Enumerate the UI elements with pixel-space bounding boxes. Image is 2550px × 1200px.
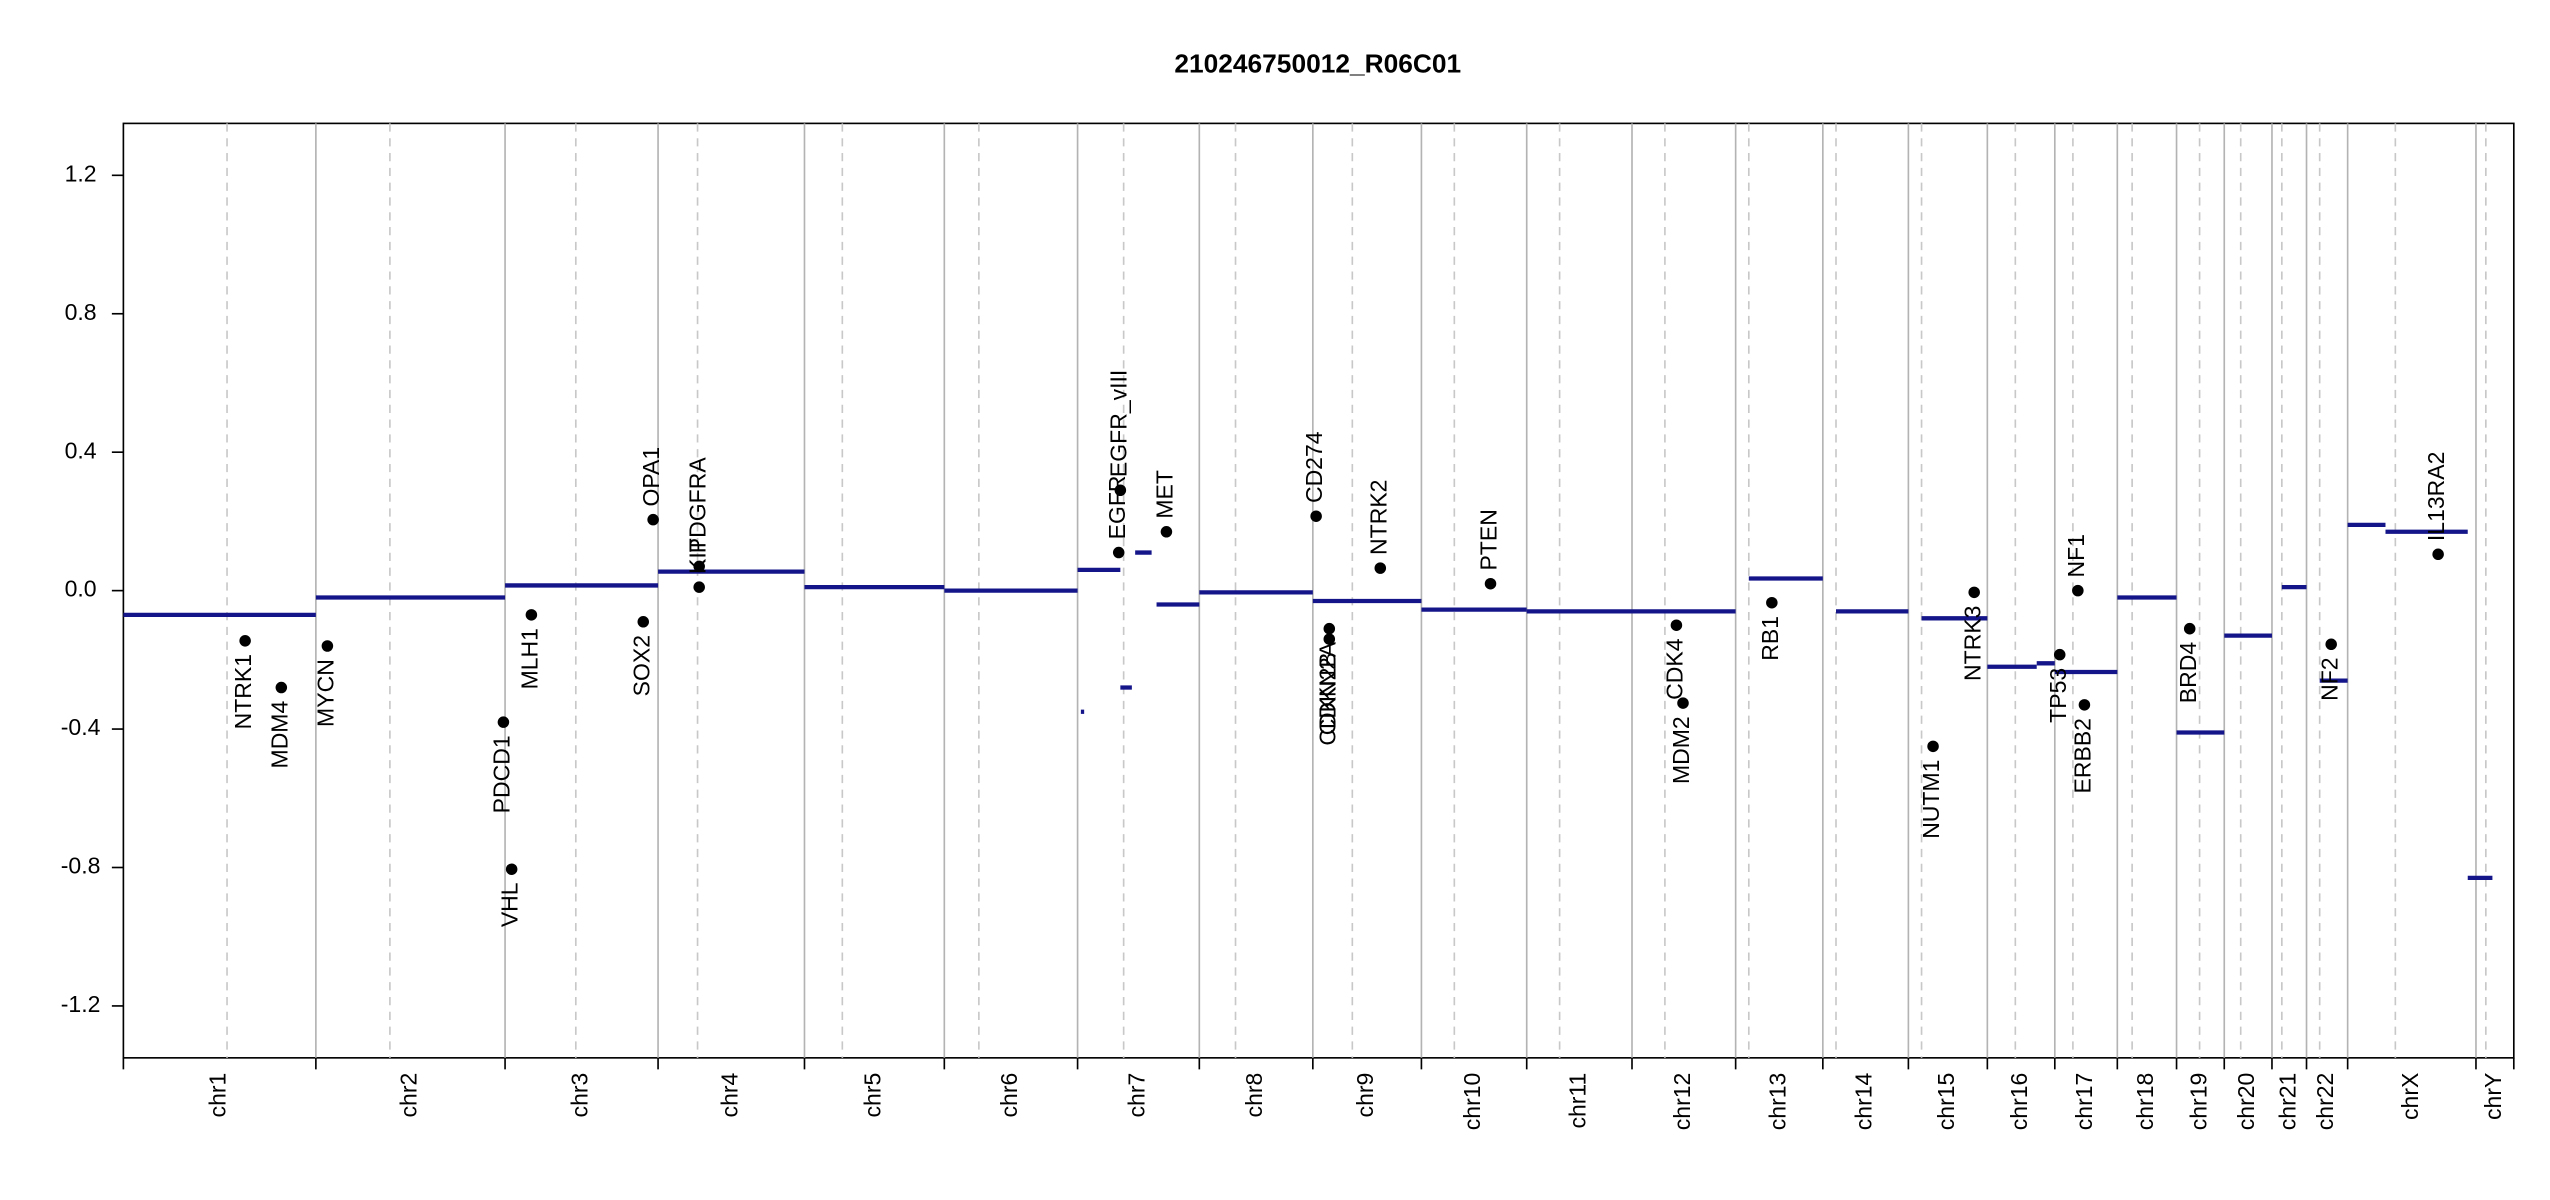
gene-point xyxy=(1323,633,1336,645)
x-tick-label: chr3 xyxy=(567,1073,593,1118)
x-tick-label: chr18 xyxy=(2132,1073,2158,1131)
gene-label: PDCD1 xyxy=(488,735,514,813)
gene-point xyxy=(1374,562,1387,574)
gene-label: KIT xyxy=(684,538,710,574)
gene-label: RB1 xyxy=(1757,616,1783,661)
gene-point xyxy=(1310,510,1322,522)
x-tick-label: chr17 xyxy=(2071,1073,2097,1131)
gene-point xyxy=(2053,648,2066,661)
gene-label: ERBB2 xyxy=(2069,718,2095,793)
gene-point xyxy=(275,681,288,694)
x-tick-label: chr10 xyxy=(1459,1073,1485,1131)
x-tick-label: chr9 xyxy=(1352,1073,1378,1118)
gene-point xyxy=(1677,697,1689,709)
gene-point xyxy=(497,716,510,728)
gene-label: CDK4 xyxy=(1661,638,1687,700)
gene-point xyxy=(525,609,538,621)
gene-label: CDKN2A xyxy=(1314,641,1340,735)
gene-point xyxy=(1484,577,1497,590)
gene-label: MLH1 xyxy=(516,628,542,689)
gene-point xyxy=(2325,638,2337,651)
gene-point xyxy=(647,513,659,526)
x-tick-label: chr20 xyxy=(2233,1073,2259,1131)
gene-point xyxy=(1160,526,1173,538)
gene-label: NUTM1 xyxy=(1918,760,1944,839)
x-tick-label: chr16 xyxy=(2006,1073,2032,1131)
x-tick-label: chrX xyxy=(2397,1073,2423,1120)
y-tick-label: 0.0 xyxy=(65,576,97,602)
gene-point xyxy=(1968,586,1980,599)
y-tick-label: -0.4 xyxy=(61,714,101,740)
gene-point xyxy=(1112,546,1125,559)
gene-point xyxy=(1766,596,1778,609)
gene-label: EGFR xyxy=(1104,475,1130,539)
gene-point xyxy=(2432,548,2444,561)
x-tick-label: chrY xyxy=(2480,1073,2506,1120)
gene-point xyxy=(2072,584,2084,597)
gene-point xyxy=(693,560,705,573)
y-tick-label: -1.2 xyxy=(61,991,101,1017)
gene-label: BRD4 xyxy=(2175,642,2201,704)
gene-label: CD274 xyxy=(1301,431,1327,503)
gene-point xyxy=(693,581,705,593)
chart-title: 210246750012_R06C01 xyxy=(1174,48,1461,78)
gene-label: NTRK1 xyxy=(230,654,256,729)
gene-point xyxy=(505,863,518,875)
x-tick-label: chr8 xyxy=(1241,1073,1267,1118)
gene-label: TP53 xyxy=(2045,668,2071,723)
gene-label: NTRK2 xyxy=(1365,480,1391,555)
x-tick-label: chr2 xyxy=(396,1073,422,1118)
x-tick-label: chr19 xyxy=(2185,1073,2211,1131)
x-tick-label: chr1 xyxy=(205,1073,231,1118)
gene-label: MET xyxy=(1151,470,1177,519)
gene-label: PDGFRA xyxy=(684,457,710,554)
gene-label: NF1 xyxy=(2063,534,2089,577)
gene-label: OPA1 xyxy=(638,447,664,507)
gene-label: NTRK3 xyxy=(1959,606,1985,681)
gene-label: PTEN xyxy=(1476,509,1502,570)
y-tick-label: 0.8 xyxy=(65,299,97,325)
gene-label: SOX2 xyxy=(628,635,654,696)
gene-point xyxy=(239,635,251,647)
x-tick-label: chr21 xyxy=(2274,1073,2300,1131)
gene-point xyxy=(1114,484,1127,497)
gene-point xyxy=(1927,740,1939,753)
x-tick-label: chr13 xyxy=(1764,1073,1790,1131)
gene-label: MDM2 xyxy=(1668,716,1694,784)
x-tick-label: chr22 xyxy=(2312,1073,2338,1131)
x-tick-label: chr15 xyxy=(1933,1073,1959,1131)
x-tick-label: chr12 xyxy=(1669,1073,1695,1131)
x-tick-label: chr11 xyxy=(1564,1073,1590,1129)
y-tick-label: -0.8 xyxy=(61,853,101,879)
plot-frame xyxy=(122,122,2515,1059)
x-tick-label: chr14 xyxy=(1851,1072,1877,1130)
gene-label: CDKN2B xyxy=(1314,652,1340,745)
gene-point xyxy=(637,616,650,628)
gene-label: IL13RA2 xyxy=(2423,452,2449,542)
gene-label: NF2 xyxy=(2316,657,2342,700)
gene-point xyxy=(1323,622,1336,635)
gene-label: MYCN xyxy=(312,659,338,727)
x-tick-label: chr5 xyxy=(859,1073,885,1118)
y-tick-label: 1.2 xyxy=(65,160,97,186)
gene-label: EGFR_vIII xyxy=(1105,370,1131,477)
gene-point xyxy=(321,640,334,652)
y-tick-label: 0.4 xyxy=(65,437,97,463)
x-tick-label: chr6 xyxy=(996,1073,1022,1118)
x-tick-label: chr4 xyxy=(716,1072,742,1117)
gene-label: VHL xyxy=(497,882,523,927)
gene-point xyxy=(2078,699,2091,711)
gene-label: MDM4 xyxy=(266,701,292,769)
gene-point xyxy=(2183,622,2196,635)
x-tick-label: chr7 xyxy=(1124,1073,1150,1118)
gene-point xyxy=(1670,619,1683,631)
